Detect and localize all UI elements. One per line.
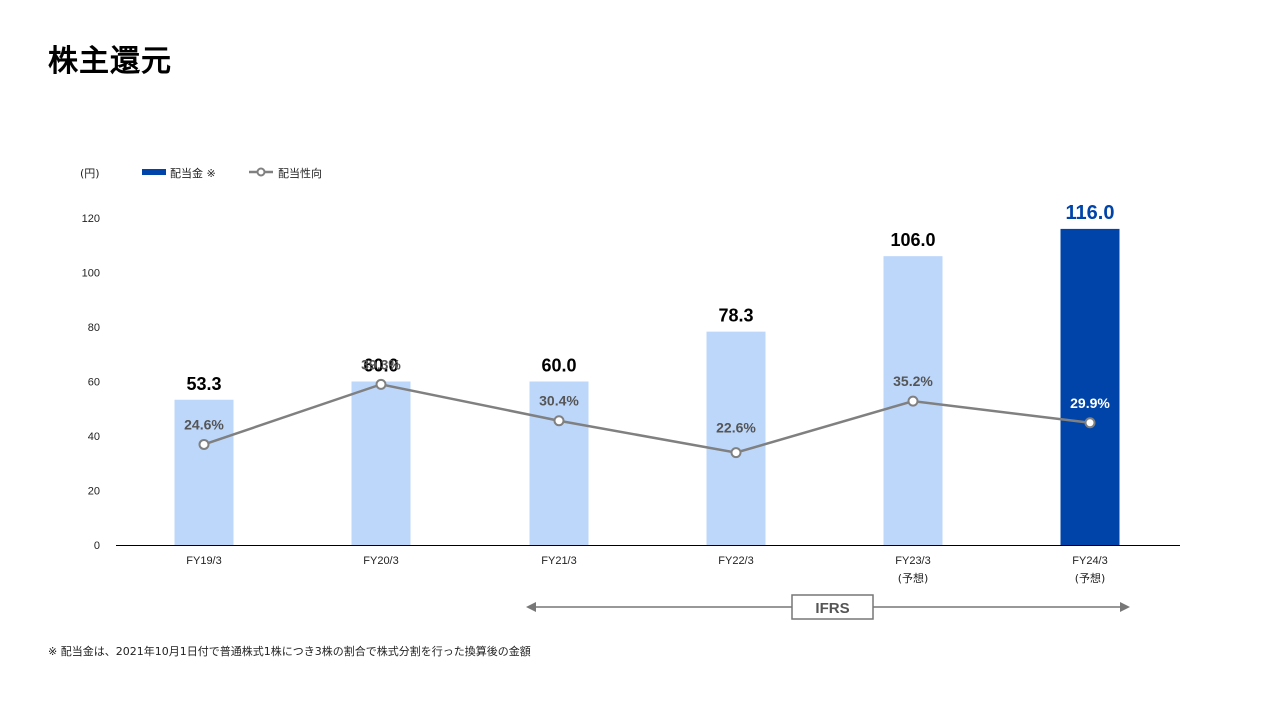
bar [351,381,411,545]
line-value-label: 39.3% [361,356,401,372]
ifrs-label: IFRS [815,600,849,617]
x-tick-label: FY24/3 [1072,555,1107,567]
bar-value-label: 60.0 [541,356,576,376]
line-marker [198,438,210,450]
x-axis: FY19/3 FY20/3 FY21/3 FY22/3 FY23/3 (予想) FY24/3… [116,545,1180,585]
line-value-label: 30.4% [539,393,579,409]
y-tick-label: 60 [88,377,100,389]
ifrs-arrow-left-head [526,602,536,612]
bar [529,381,589,545]
x-tick-sublabel: (予想) [898,571,929,585]
y-tick-label: 80 [88,322,100,334]
payout-ratio-line [203,383,1091,454]
x-tick-label: FY22/3 [718,555,753,567]
bar-value-label: 78.3 [718,306,753,326]
line-value-label: 35.2% [893,373,933,389]
x-tick-sublabel: (予想) [1075,571,1106,585]
x-tick-label: FY21/3 [541,555,576,567]
line-value-label: 24.6% [184,416,224,432]
y-axis: 0 20 40 60 80 100 120 [82,213,100,552]
line-series: 24.6% 39.3% 30.4% 22.6% 35.2% 29.9% [184,356,1110,459]
bar [1060,228,1120,545]
y-tick-label: 100 [82,268,100,280]
x-tick-label: FY19/3 [186,555,221,567]
bar-value-label: 116.0 [1066,202,1115,224]
x-tick-label: FY23/3 [895,555,930,567]
legend-bar-swatch [142,169,166,175]
chart-legend: (円) 配当金 ※ 配当性向 [80,166,322,180]
ifrs-annotation: IFRS [526,594,1130,620]
legend-line-marker [256,167,266,177]
y-tick-label: 40 [88,431,100,443]
line-marker [730,447,742,459]
bar-value-label: 106.0 [890,230,935,250]
bar [706,331,766,545]
y-tick-label: 20 [88,486,100,498]
footnote: ※ 配当金は、2021年10月1日付で普通株式1株につき3株の割合で株式分割を行… [48,645,531,658]
ifrs-label-box [791,594,874,620]
unit-label: (円) [80,167,100,180]
bar-value-label: 53.3 [186,374,221,394]
legend-bar-label: 配当金 ※ [170,166,216,180]
x-tick-label: FY20/3 [363,555,398,567]
slide-title: 株主還元 [48,44,172,79]
line-marker [907,395,919,407]
y-tick-label: 120 [82,213,100,225]
line-marker [1084,417,1096,429]
ifrs-arrow-right-head [1120,602,1130,612]
bar [174,399,234,545]
bar-series: 53.3 60.0 60.0 78.3 106.0 116.0 [174,202,1120,545]
legend-line-label: 配当性向 [278,166,322,180]
line-value-label: 29.9% [1070,395,1110,411]
y-tick-label: 0 [94,540,100,552]
line-marker [553,415,565,427]
line-value-label: 22.6% [716,420,756,436]
line-marker [375,378,387,390]
bar-value-label: 60.0 [363,356,398,376]
